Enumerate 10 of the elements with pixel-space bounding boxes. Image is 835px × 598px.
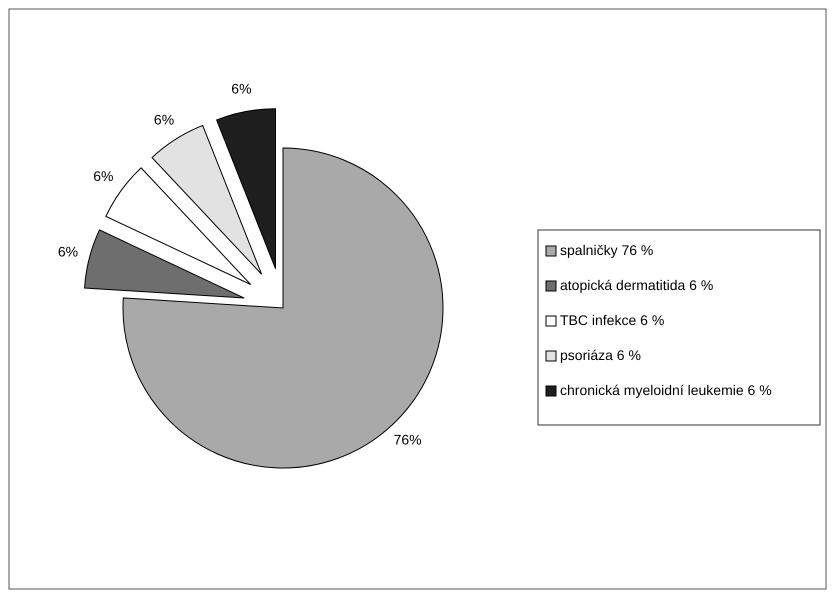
legend-label: psoriáza 6 % [560, 347, 641, 363]
data-label: 6% [93, 168, 114, 184]
legend-label: TBC infekce 6 % [560, 312, 664, 328]
legend-label: spalničky 76 % [560, 242, 654, 258]
legend-label: chronická myeloidní leukemie 6 % [560, 382, 772, 398]
data-label: 6% [231, 80, 252, 97]
legend-label: atopická dermatitida 6 % [560, 277, 714, 293]
data-label: 76% [394, 431, 422, 448]
data-label: 6% [154, 111, 174, 128]
data-label: 6% [58, 243, 78, 260]
